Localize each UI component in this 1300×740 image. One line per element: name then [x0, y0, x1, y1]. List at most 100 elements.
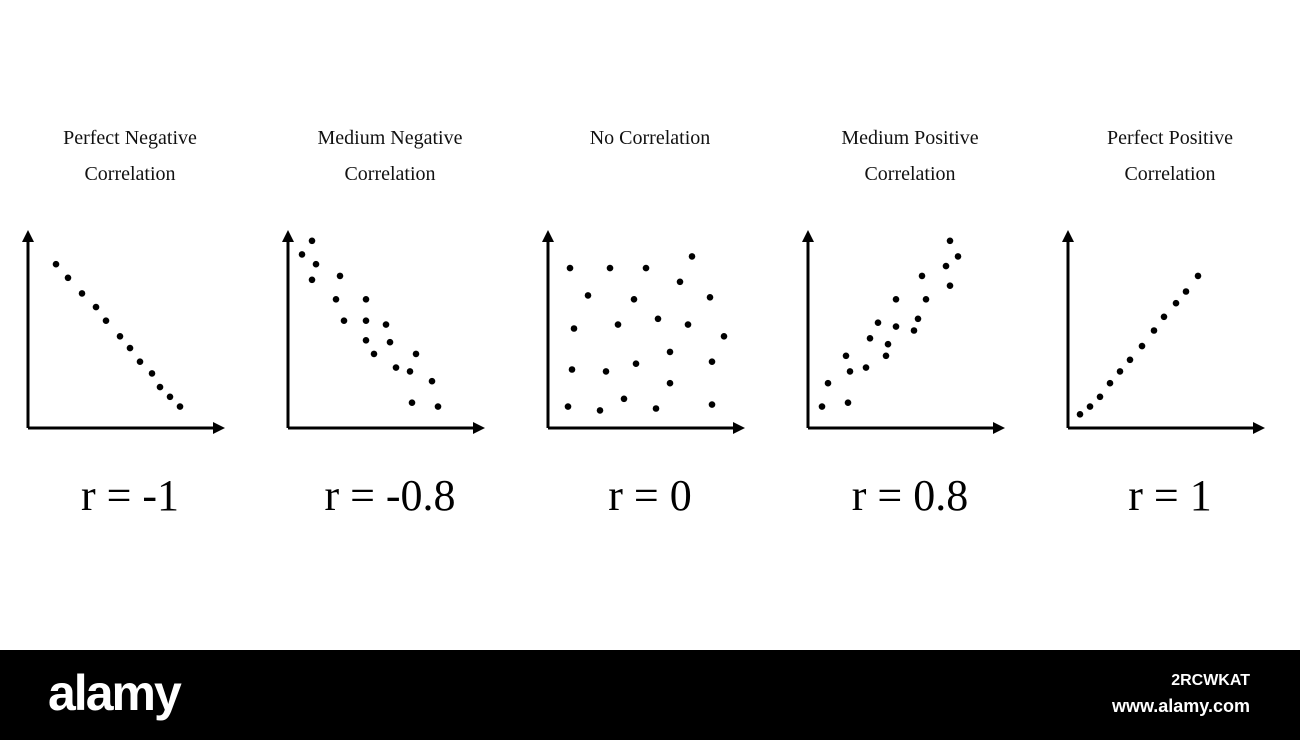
data-point	[596, 407, 604, 414]
data-point	[914, 315, 922, 323]
chart-panel-perfect-positive: Perfect Positive Correlation r = 1	[1040, 0, 1300, 650]
data-point	[1172, 299, 1180, 307]
chart-title-line: Correlation	[344, 163, 436, 185]
data-point	[566, 264, 574, 272]
data-point	[652, 405, 660, 412]
y-axis-arrowhead	[22, 230, 34, 242]
data-point	[428, 377, 436, 385]
data-point	[654, 315, 662, 323]
data-point	[688, 253, 696, 260]
x-axis-arrowhead	[1253, 422, 1265, 434]
data-point	[1194, 272, 1202, 280]
data-point	[406, 368, 414, 375]
y-axis-arrowhead	[542, 230, 554, 242]
brand-logo: alamy	[48, 665, 182, 721]
data-point	[116, 333, 124, 340]
data-point	[954, 253, 962, 260]
data-point	[1086, 403, 1094, 410]
data-point	[392, 364, 400, 371]
correlation-coefficient-label: r = 0.8	[851, 471, 969, 520]
data-point	[308, 276, 316, 284]
data-point	[362, 296, 370, 303]
correlation-coefficient-label: r = -0.8	[324, 471, 456, 520]
data-point	[1096, 393, 1104, 401]
data-point	[52, 260, 60, 268]
data-point	[708, 358, 716, 365]
data-point	[362, 337, 370, 344]
scatter-plot	[22, 230, 225, 434]
data-point	[630, 296, 638, 303]
data-point	[706, 294, 714, 301]
chart-title-line: Correlation	[864, 163, 956, 185]
data-point	[148, 370, 156, 377]
chart-panel-medium-negative: Medium Negative Correlation r = -0.8	[260, 0, 520, 650]
data-point	[412, 350, 420, 358]
data-point	[1150, 327, 1158, 334]
data-point	[568, 366, 576, 373]
data-point	[918, 272, 926, 280]
data-point	[874, 319, 882, 326]
x-axis-arrowhead	[473, 422, 485, 434]
data-point	[882, 352, 890, 360]
data-point	[942, 262, 950, 270]
data-point	[1160, 313, 1168, 321]
data-point	[922, 296, 930, 303]
chart-title-line: Perfect Positive	[1106, 127, 1234, 149]
data-point	[564, 403, 572, 410]
chart-title: Perfect Negative Correlation	[0, 120, 260, 192]
y-axis-arrowhead	[1062, 230, 1074, 242]
data-point	[602, 368, 610, 375]
data-point	[78, 290, 86, 297]
chart-title: Medium Positive Correlation	[780, 120, 1040, 192]
data-point	[64, 274, 72, 282]
data-point	[126, 344, 134, 352]
data-point	[136, 358, 144, 365]
correlation-coefficient-label: r = 0	[608, 471, 692, 520]
chart-title-line: Perfect Negative	[63, 127, 197, 149]
data-point	[842, 352, 850, 360]
data-point	[620, 395, 628, 403]
data-point	[884, 340, 892, 348]
chart-title: No Correlation	[520, 120, 780, 156]
data-point	[382, 321, 390, 328]
data-point	[332, 296, 340, 303]
x-axis-arrowhead	[733, 422, 745, 434]
data-point	[166, 393, 174, 401]
data-point	[720, 333, 728, 340]
data-point	[386, 338, 394, 346]
data-point	[844, 399, 852, 406]
data-point	[910, 327, 918, 334]
data-point	[866, 335, 874, 342]
data-point	[892, 296, 900, 303]
data-point	[156, 383, 164, 391]
chart-title-line: Correlation	[1124, 163, 1216, 185]
data-point	[1138, 342, 1146, 350]
data-point	[362, 317, 370, 324]
data-point	[824, 379, 832, 387]
y-axis-arrowhead	[282, 230, 294, 242]
data-point	[308, 237, 316, 245]
chart-title-line: Correlation	[84, 163, 176, 185]
data-point	[570, 325, 578, 332]
data-point	[408, 399, 416, 406]
data-point	[642, 264, 650, 272]
stock-url-text: www.alamy.com	[1111, 696, 1250, 716]
data-point	[892, 323, 900, 330]
data-point	[614, 321, 622, 328]
data-point	[818, 403, 826, 410]
data-point	[632, 360, 640, 367]
x-axis-arrowhead	[213, 422, 225, 434]
data-point	[336, 272, 344, 280]
data-point	[102, 317, 110, 324]
y-axis-arrowhead	[802, 230, 814, 242]
data-point	[584, 292, 592, 299]
correlation-coefficient-label: r = -1	[80, 471, 180, 520]
chart-panel-medium-positive: Medium Positive Correlation r = 0.8	[780, 0, 1040, 650]
data-point	[340, 317, 348, 324]
chart-title: Perfect Positive Correlation	[1040, 120, 1300, 192]
scatter-plot	[802, 230, 1005, 434]
data-point	[946, 237, 954, 245]
data-point	[666, 348, 674, 356]
chart-panel-perfect-negative: Perfect Negative Correlation r = -1	[0, 0, 260, 650]
chart-title: Medium Negative Correlation	[260, 120, 520, 192]
